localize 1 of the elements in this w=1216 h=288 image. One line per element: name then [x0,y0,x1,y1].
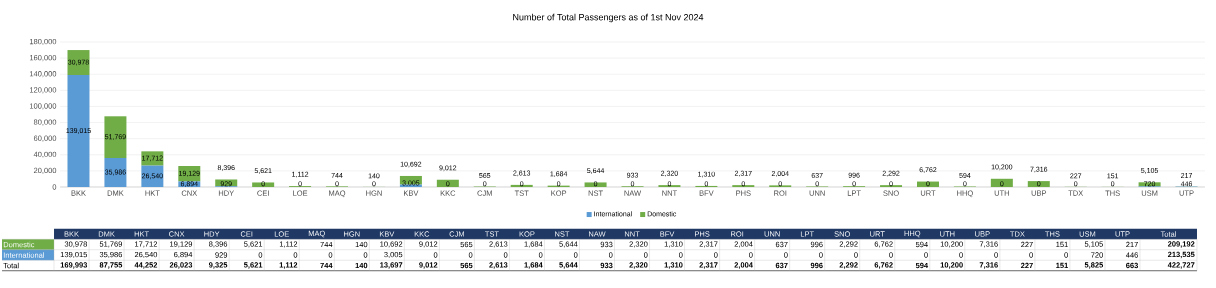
chart-title: Number of Total Passengers as of 1st Nov 2024 [513,13,704,23]
